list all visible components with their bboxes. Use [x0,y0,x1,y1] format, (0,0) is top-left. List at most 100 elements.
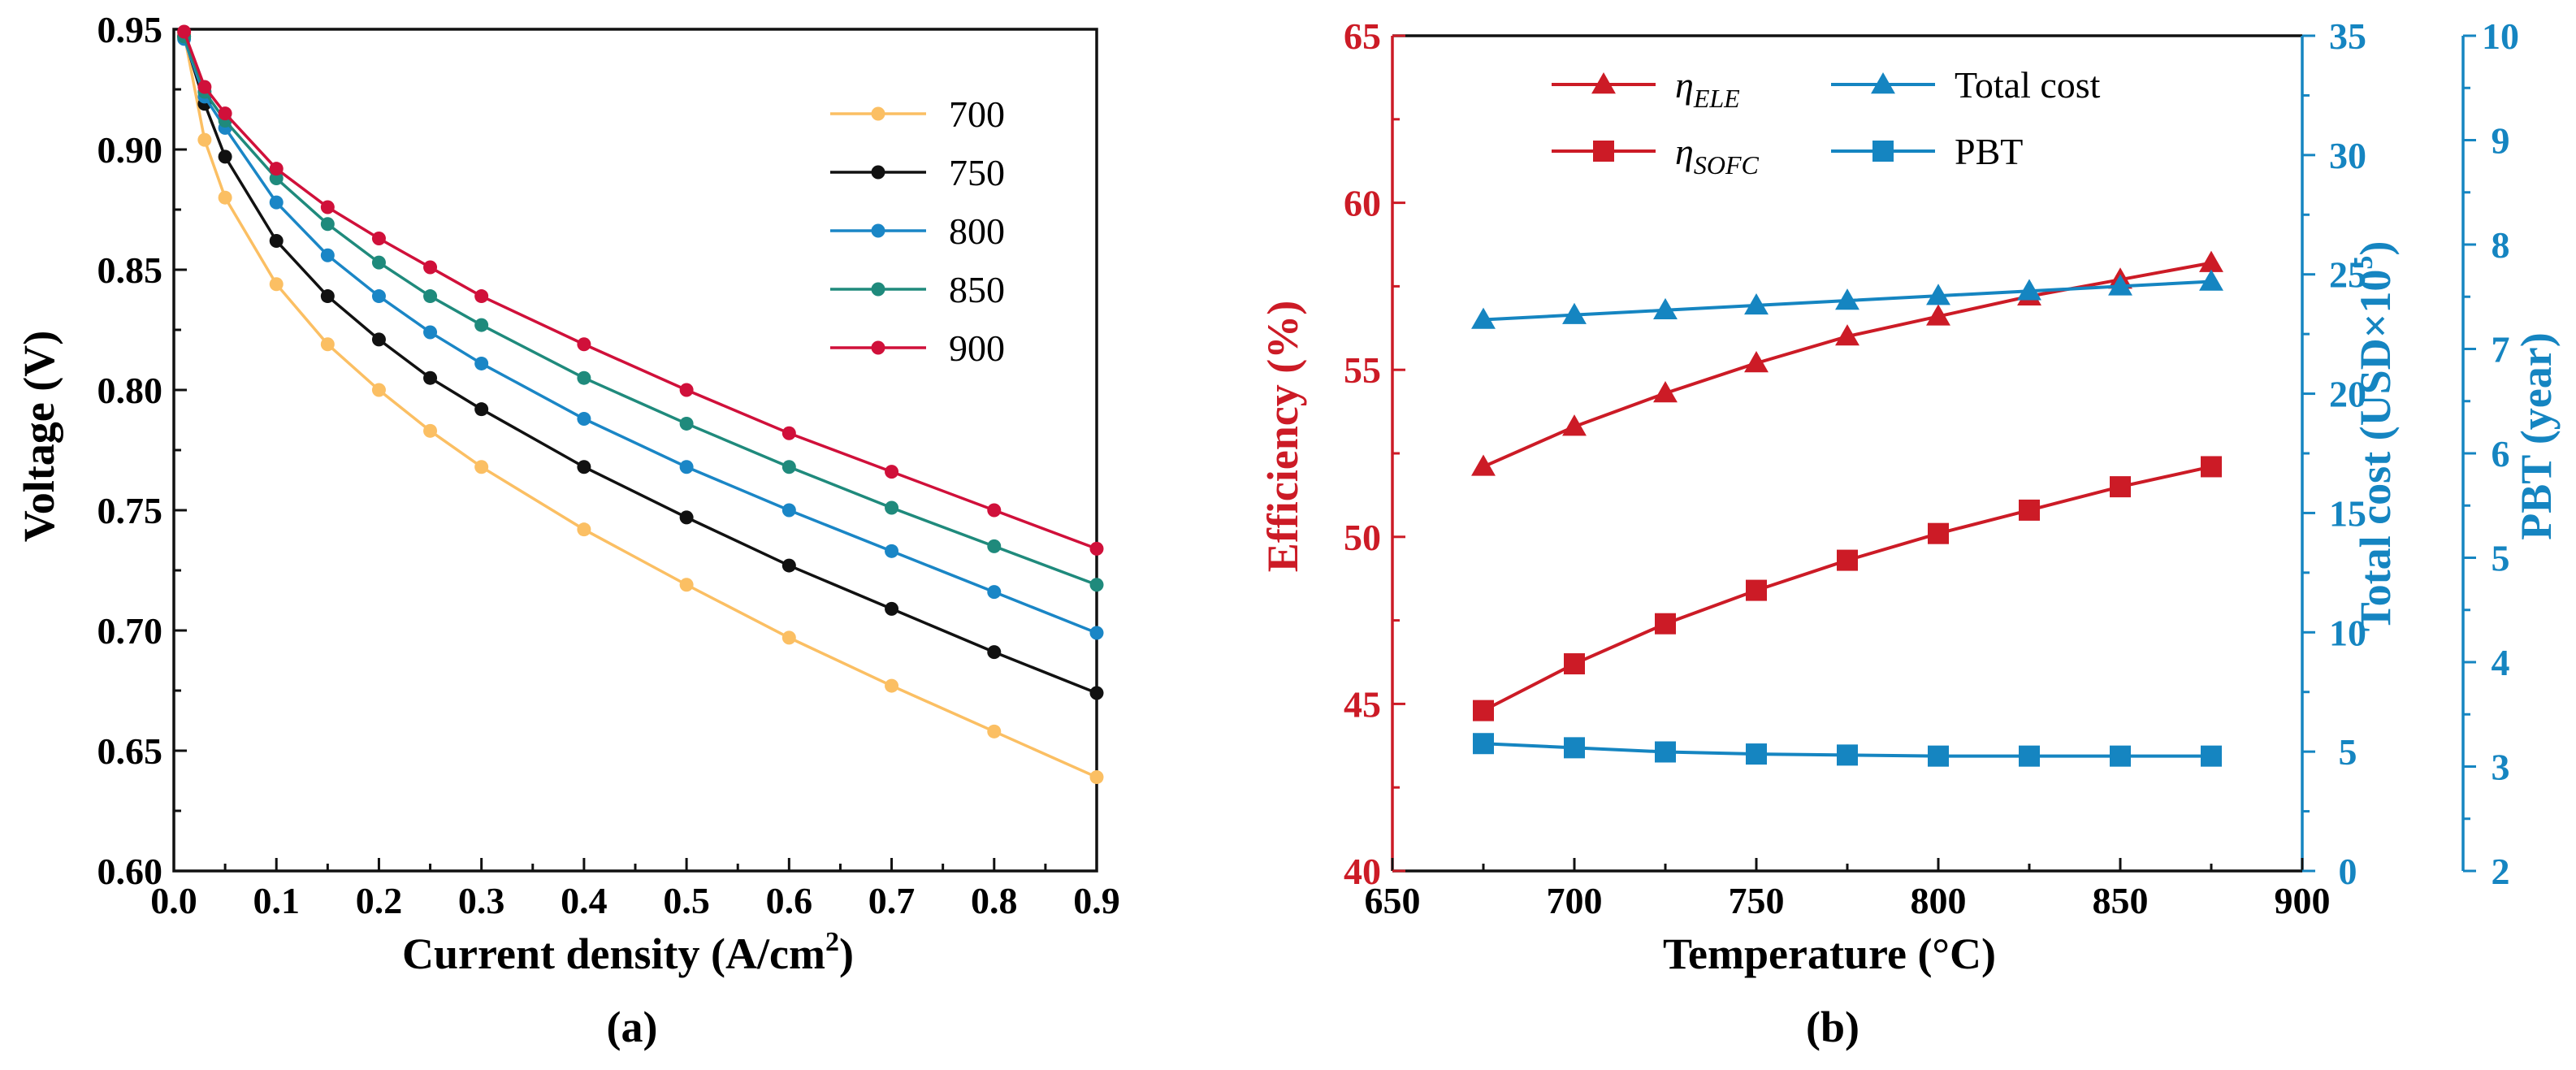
chart-a-point-900 [679,383,694,397]
chart-a-line-800 [182,38,1098,635]
chart-b-ylabel-left: Efficiency (%) [1258,301,1307,572]
chart-b-xlabel: Temperature (°C) [1663,929,1996,978]
chart-b-ytick-right2-label: 4 [2492,642,2510,683]
chart-a-point-850 [423,289,438,304]
chart-a-point-750 [1089,686,1104,700]
chart-b-ylabel-right1: Total cost (USD×105) [2349,241,2400,632]
chart-a-point-800 [781,503,796,518]
chart-b-point-η-sofc [1564,653,1585,675]
chart-b-point-η-ele [1744,351,1769,373]
chart-b-ytick-left-label: 55 [1344,349,1381,391]
chart-a-point-850 [320,217,335,232]
chart-b-ytick-right1-label: 0 [2339,851,2357,892]
chart-b-legend-label-η-ele: ηELE [1675,64,1740,113]
chart-b-xtick-label: 700 [1547,880,1603,921]
chart-b-point-η-sofc [1928,522,1949,544]
chart-a-line-700 [182,33,1098,779]
chart-b-ytick-right2-label: 3 [2492,747,2510,788]
chart-a-legend-marker-800 [871,223,885,238]
chart-a-point-700 [679,578,694,592]
chart-b-ytick-left-label: 45 [1344,683,1381,725]
chart-b: Efficiency (%) Total cost (USD×105) PBT … [1258,15,2561,1051]
chart-b-legend-marker-pbt [1872,141,1894,162]
chart-a-line-900 [182,31,1098,550]
chart-a-point-800 [371,289,386,304]
chart-a-point-700 [371,383,386,397]
chart-a-point-900 [1089,541,1104,556]
chart-a-point-750 [218,149,232,164]
chart-a-line-750 [182,36,1098,695]
chart-a-legend-marker-700 [871,106,885,121]
chart-b-point-pbt [2110,745,2131,767]
chart-a-xtick-label: 0.5 [663,880,710,921]
chart-b-point-pbt [1837,744,1858,766]
chart-a-point-850 [577,370,591,385]
chart-a-ytick-label: 0.75 [97,490,163,531]
chart-a-panel-label: (a) [607,1003,658,1051]
chart-a-point-800 [1089,626,1104,640]
chart-b-legend-marker-total-cost [1871,72,1895,94]
chart-b-ytick-right1-label: 15 [2329,492,2366,534]
chart-a-point-900 [577,337,591,352]
chart-a-legend-marker-900 [871,340,885,355]
chart-b-point-η-sofc [2110,476,2131,498]
chart-b-line-η-sofc [1483,465,2212,713]
chart-a-point-900 [269,162,284,176]
chart-a-point-800 [423,325,438,340]
chart-a-point-700 [197,132,212,147]
chart-a-point-700 [987,724,1002,739]
chart-b-point-η-sofc [1655,613,1676,635]
chart-b-ytick-right2-label: 2 [2492,851,2510,892]
chart-a-point-850 [885,500,899,515]
chart-a-point-900 [197,80,212,94]
chart-b-ylabel-right2: PBT (year) [2512,332,2561,539]
chart-b-point-pbt [1928,745,1949,767]
chart-b-point-total-cost [1744,292,1769,315]
chart-a-point-700 [269,277,284,292]
chart-b-xtick-label: 750 [1729,880,1785,921]
chart-a-point-800 [269,195,284,210]
chart-b-point-pbt [1564,737,1585,759]
chart-b-legend-marker-η-ele [1591,72,1616,94]
chart-a-point-800 [474,356,489,370]
chart-b-legend-label-total-cost: Total cost [1955,64,2101,106]
chart-a-ytick-label: 0.85 [97,249,163,291]
chart-a-ytick-label: 0.70 [97,610,163,652]
chart-a-ytick-label: 0.90 [97,129,163,171]
chart-b-ytick-right1-label: 30 [2329,135,2366,176]
chart-a-ytick-label: 0.65 [97,730,163,772]
chart-a-point-700 [885,678,899,693]
chart-b-ytick-right2-label: 5 [2492,538,2510,579]
chart-a-xlabel: Current density (A/cm2) [402,927,854,978]
chart-b-xtick-label: 850 [2093,880,2149,921]
chart-b-xtick-label: 800 [1911,880,1967,921]
chart-a-xtick-label: 0.4 [561,880,608,921]
chart-a-xtick-label: 0.2 [356,880,403,921]
chart-b-ytick-right1-label: 25 [2329,254,2366,296]
chart-b-point-total-cost [1926,284,1950,305]
chart-a-point-900 [423,260,438,275]
chart-a-point-900 [320,200,335,214]
chart-a-point-900 [218,106,232,121]
chart-a-legend-label-750: 750 [949,152,1005,193]
chart-a-point-800 [320,248,335,262]
chart-b-point-η-sofc [1473,700,1494,721]
chart-a-point-750 [423,370,438,385]
chart-a-point-850 [987,539,1002,553]
chart-a-point-750 [474,402,489,417]
chart-b-ytick-right2-label: 6 [2492,433,2510,474]
chart-a-point-850 [269,171,284,186]
chart-a-xtick-label: 0.7 [868,880,916,921]
chart-a-point-850 [781,460,796,474]
chart-a-point-700 [577,522,591,537]
chart-a-point-700 [1089,770,1104,785]
chart-b-ytick-right1-label: 5 [2339,731,2357,773]
chart-a-point-850 [371,255,386,270]
chart-a-point-900 [474,289,489,304]
chart-b-ytick-right1-label: 20 [2329,374,2366,415]
chart-a-ylabel: Voltage (V) [15,331,63,542]
chart-a-xtick-label: 0.3 [458,880,505,921]
chart-a-xtick-label: 0.9 [1073,880,1120,921]
chart-b-point-η-sofc [2201,456,2222,478]
